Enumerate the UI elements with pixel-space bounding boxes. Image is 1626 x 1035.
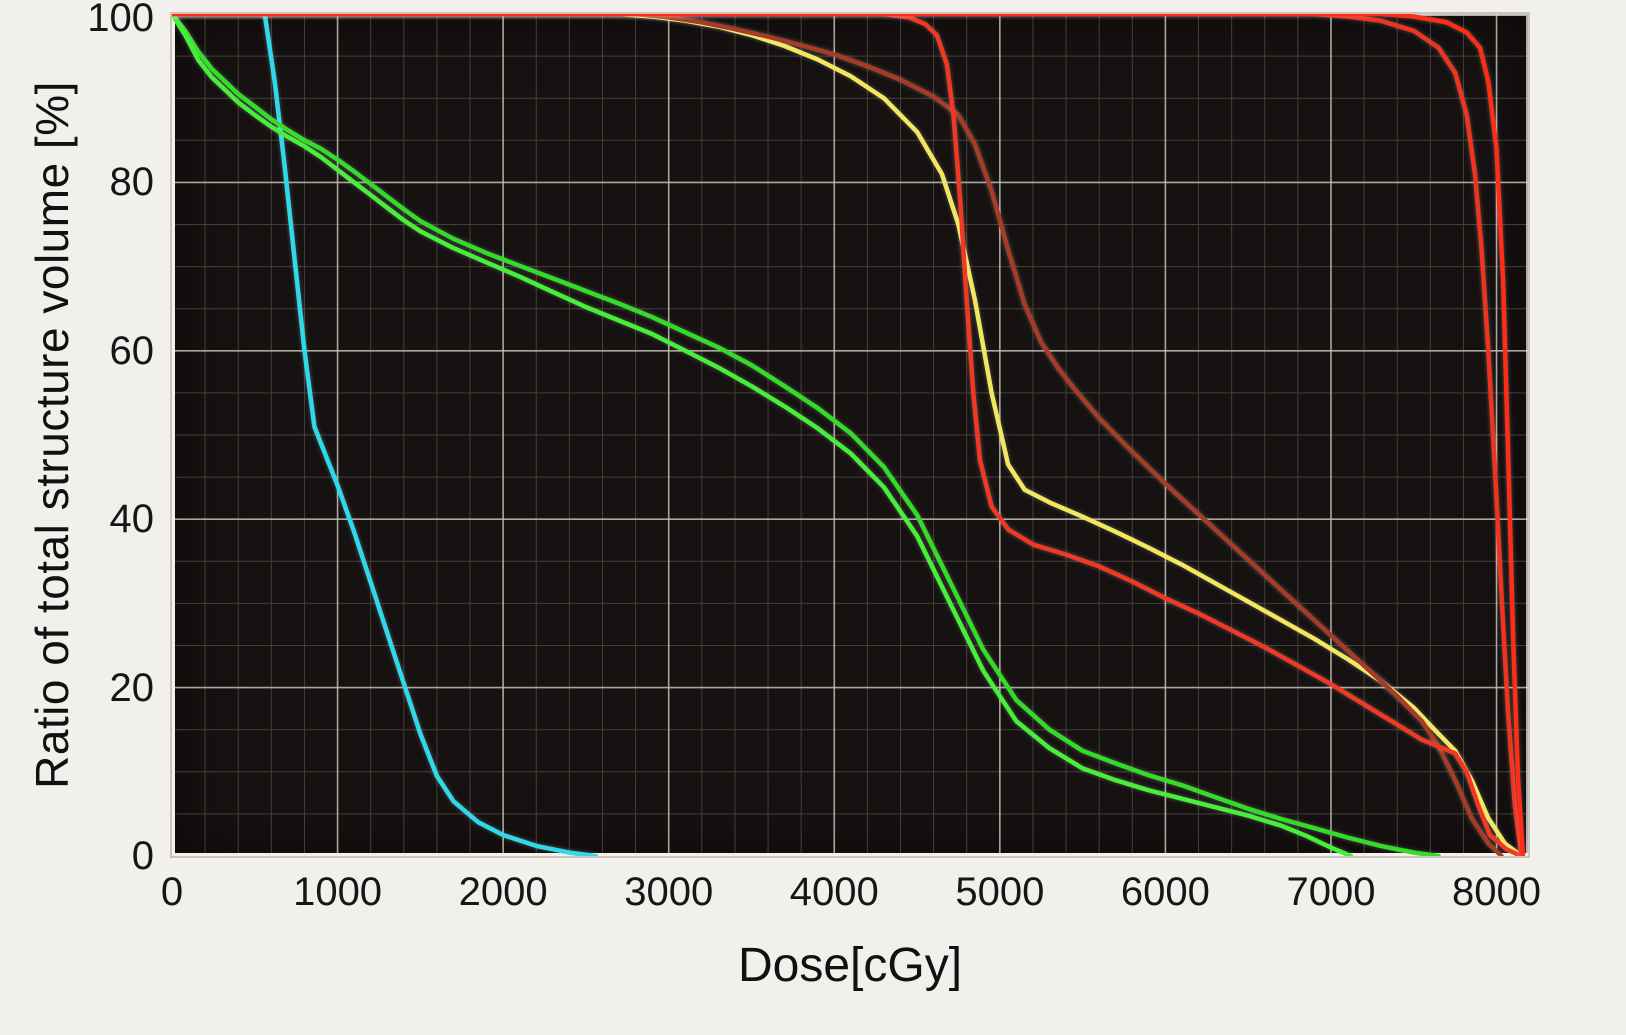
- y-tick-label: 0: [131, 834, 154, 878]
- series-cyan-structure: [172, 14, 599, 856]
- minor-gridlines: [172, 14, 1528, 856]
- x-tick-label: 1000: [293, 870, 383, 914]
- x-tick-label: 8000: [1452, 870, 1542, 914]
- series-red-target-structure: [172, 14, 1526, 856]
- series-green-structure-1: [172, 14, 1441, 856]
- x-tick-label: 5000: [955, 870, 1045, 914]
- y-tick-label: 100: [87, 0, 154, 40]
- y-tick-label: 80: [109, 160, 155, 205]
- x-tick-label: 6000: [1120, 870, 1210, 914]
- series-red-structure-mid-drop: [172, 14, 1524, 856]
- x-tick-label: 3000: [624, 870, 714, 914]
- x-tick-label: 7000: [1286, 870, 1376, 914]
- x-axis-title: Dose[cGy]: [737, 939, 963, 992]
- series-green-structure-2: [172, 14, 1354, 856]
- series-red-structure-late-shoulder: [172, 14, 1524, 856]
- y-tick-label: 40: [109, 497, 155, 542]
- series-dark-red-structure: [172, 14, 1504, 856]
- x-tick-label: 4000: [789, 870, 879, 914]
- dvh-plot: [172, 14, 1528, 856]
- y-tick-label: 60: [109, 328, 155, 373]
- plot-area: [172, 14, 1528, 856]
- series-yellow-structure: [172, 14, 1524, 856]
- x-tick-label: 0: [160, 870, 184, 914]
- y-tick-label: 20: [109, 665, 155, 710]
- x-tick-label: 2000: [458, 870, 548, 914]
